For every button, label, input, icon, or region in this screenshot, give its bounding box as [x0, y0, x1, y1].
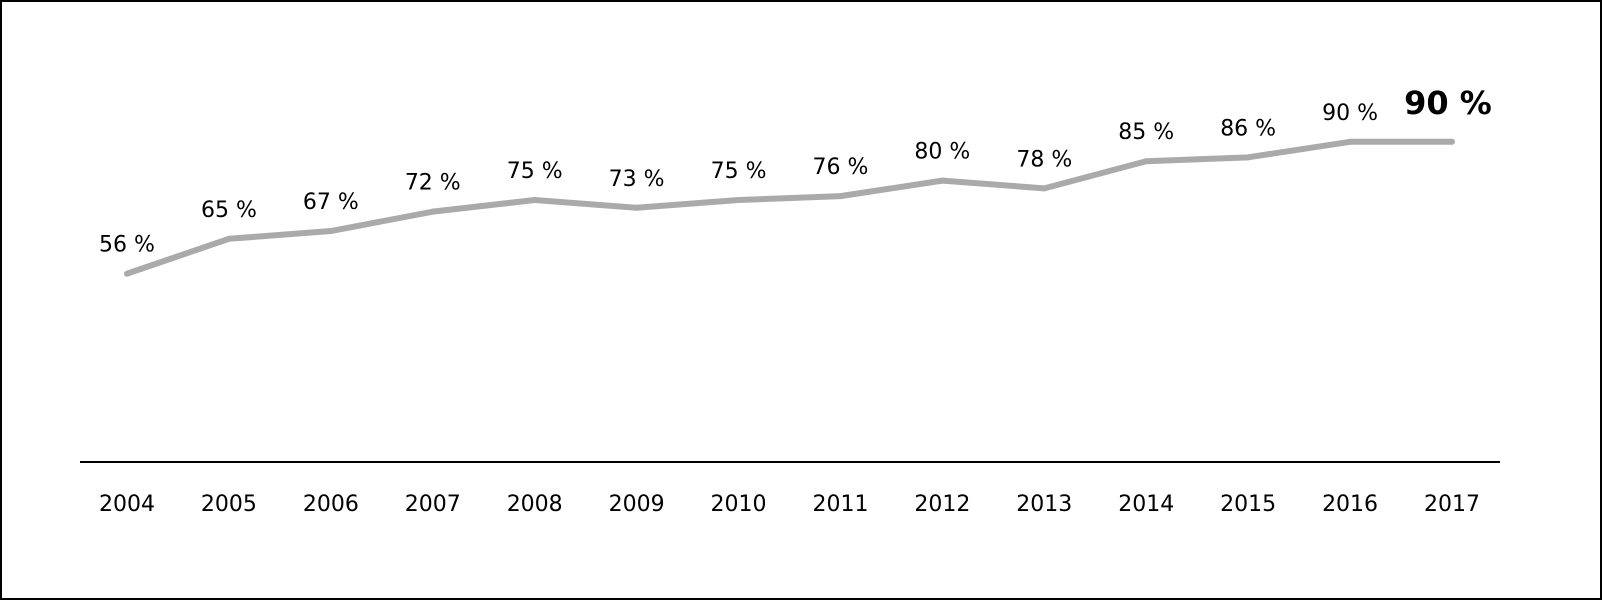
- x-tick-label-2005: 2005: [201, 492, 257, 517]
- data-label-2004: 56 %: [99, 233, 155, 258]
- data-label-2014: 85 %: [1118, 120, 1174, 145]
- x-tick-label-2008: 2008: [507, 492, 563, 517]
- x-tick-label-2011: 2011: [812, 492, 868, 517]
- data-label-2016: 90 %: [1322, 101, 1378, 126]
- data-label-2008: 75 %: [507, 159, 563, 184]
- x-tick-label-2017: 2017: [1424, 492, 1480, 517]
- series-line: [126, 138, 1452, 277]
- data-point-2015: [1245, 154, 1252, 161]
- data-label-2015: 86 %: [1220, 116, 1276, 141]
- data-label-2005: 65 %: [201, 198, 257, 223]
- data-label-2006: 67 %: [303, 190, 359, 215]
- data-point-2011: [837, 193, 844, 200]
- x-tick-label-2015: 2015: [1220, 492, 1276, 517]
- data-point-2012: [939, 177, 946, 184]
- data-point-2009: [633, 204, 640, 211]
- data-point-2006: [327, 228, 334, 235]
- data-point-2007: [429, 208, 436, 215]
- data-point-2014: [1143, 158, 1150, 165]
- x-tick-label-2007: 2007: [405, 492, 461, 517]
- data-point-2017: [1449, 138, 1455, 145]
- data-label-2012: 80 %: [914, 140, 970, 165]
- x-tick-label-2006: 2006: [303, 492, 359, 517]
- data-label-2013: 78 %: [1016, 147, 1072, 172]
- x-axis-tick-labels: 2004 2005 2006 2007 2008 2009 2010 2011 2012 2013…: [99, 492, 1480, 517]
- x-tick-label-2014: 2014: [1118, 492, 1174, 517]
- data-point-2016: [1347, 138, 1354, 145]
- x-tick-label-2016: 2016: [1322, 492, 1378, 517]
- data-label-2010: 75 %: [711, 159, 767, 184]
- data-point-2013: [1041, 185, 1048, 192]
- x-tick-label-2009: 2009: [609, 492, 665, 517]
- data-label-2017: 90 %: [1404, 84, 1492, 122]
- x-tick-label-2010: 2010: [711, 492, 767, 517]
- data-point-2010: [735, 197, 742, 203]
- points-layer: [124, 138, 1455, 277]
- x-tick-label-2004: 2004: [99, 492, 155, 517]
- data-point-2005: [225, 235, 232, 242]
- x-tick-label-2012: 2012: [914, 492, 970, 517]
- data-labels: 56 % 65 % 67 % 72 % 75 % 73 % 75 % 76 % 80 % 78 %…: [99, 84, 1492, 258]
- data-label-2011: 76 %: [813, 155, 869, 180]
- data-label-2007: 72 %: [405, 171, 461, 196]
- data-label-2009: 73 %: [609, 167, 665, 192]
- data-point-2008: [531, 197, 538, 203]
- data-point-2004: [124, 270, 130, 277]
- plot-area: 56 % 65 % 67 % 72 % 75 % 73 % 75 % 76 % 80 % 78 %…: [80, 84, 1500, 517]
- x-tick-label-2013: 2013: [1016, 492, 1072, 517]
